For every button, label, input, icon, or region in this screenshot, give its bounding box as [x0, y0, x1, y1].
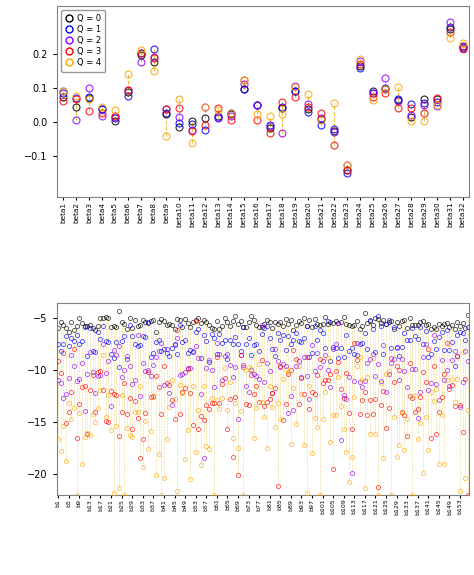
Legend: Q = 0, Q = 1, Q = 2, Q = 3, Q = 4: Q = 0, Q = 1, Q = 2, Q = 3, Q = 4	[61, 10, 105, 71]
